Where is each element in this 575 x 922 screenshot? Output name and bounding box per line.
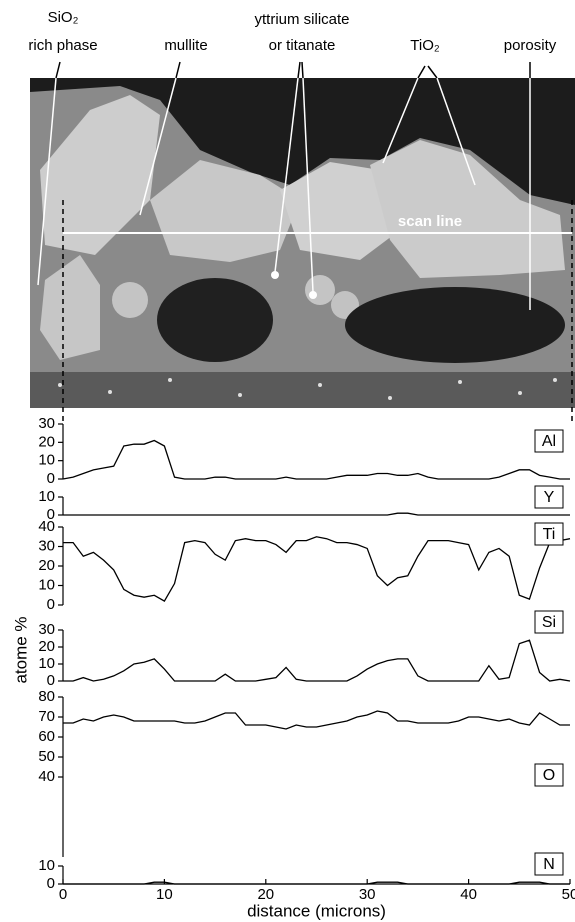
y-tick-label: 50 — [38, 748, 55, 765]
data-line — [63, 536, 571, 602]
data-line — [63, 512, 570, 516]
legend-box — [534, 485, 564, 509]
scan-line-label: scan line — [398, 213, 462, 230]
annotation: SiO₂ — [48, 9, 79, 26]
annotation: porosity — [504, 37, 557, 54]
y-tick-label: 0 — [47, 672, 55, 689]
data-line — [63, 710, 570, 730]
annotation: rich phase — [28, 37, 97, 54]
data-line — [63, 639, 571, 682]
y-tick-label: 20 — [38, 638, 55, 655]
y-tick-label: 60 — [38, 728, 55, 745]
y-tick-label: 20 — [38, 557, 55, 574]
y-tick-label: 0 — [47, 596, 55, 613]
y-axis-label: atome % — [11, 616, 30, 683]
data-line — [63, 881, 570, 885]
annotation: mullite — [164, 37, 207, 54]
legend-label: Ti — [543, 526, 556, 543]
x-tick-label: 50 — [562, 886, 575, 903]
y-tick-label: 70 — [38, 708, 55, 725]
legend-label: N — [543, 856, 555, 873]
legend-box — [534, 429, 564, 453]
y-tick-label: 30 — [38, 537, 55, 554]
y-tick-label: 0 — [47, 470, 55, 487]
y-tick-label: 10 — [38, 655, 55, 672]
y-tick-label: 30 — [38, 415, 55, 432]
y-tick-label: 30 — [38, 621, 55, 638]
legend-label: Y — [544, 489, 555, 506]
annotation: or titanate — [269, 37, 336, 54]
y-tick-label: 10 — [38, 857, 55, 874]
y-tick-label: 10 — [38, 452, 55, 469]
micrograph: SiO₂ rich phase mullite yttrium silicate… — [28, 9, 575, 424]
x-tick-label: 40 — [460, 886, 477, 903]
legend-box — [534, 610, 564, 634]
y-tick-label: 0 — [47, 506, 55, 523]
y-tick-label: 40 — [38, 518, 55, 535]
data-line — [62, 439, 570, 480]
x-tick-label: 10 — [156, 886, 173, 903]
legend-label: O — [543, 767, 555, 784]
y-tick-label: 10 — [38, 488, 55, 505]
x-tick-label: 20 — [257, 886, 274, 903]
legend-box — [534, 763, 564, 787]
y-tick-label: 40 — [38, 768, 55, 785]
legend-label: Si — [542, 614, 556, 631]
legend-label: Al — [542, 433, 556, 450]
legend-box — [534, 522, 564, 546]
x-tick-label: 0 — [59, 886, 67, 903]
legend-box — [534, 852, 564, 876]
x-axis-label: distance (microns) — [247, 901, 386, 920]
annotation: TiO₂ — [410, 37, 440, 54]
y-tick-label: 0 — [47, 875, 55, 892]
x-tick-label: 30 — [359, 886, 376, 903]
annotation: yttrium silicate — [254, 11, 349, 28]
y-tick-label: 80 — [38, 688, 55, 705]
y-tick-label: 10 — [38, 576, 55, 593]
y-tick-label: 20 — [38, 433, 55, 450]
